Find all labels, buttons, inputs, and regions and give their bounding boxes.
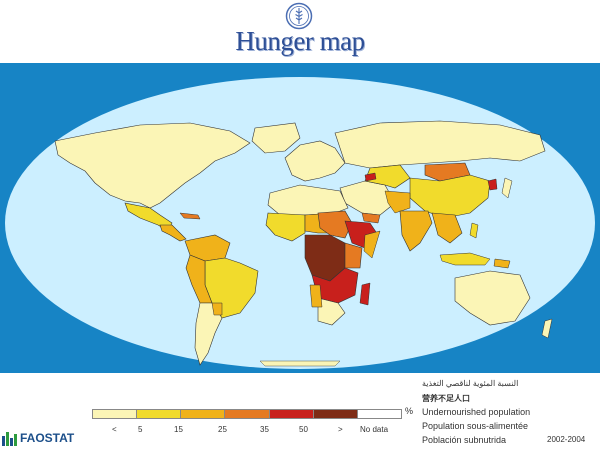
- region-southeast-asia: [431, 212, 463, 244]
- region-india: [399, 210, 433, 252]
- legend-swatch: [225, 410, 270, 418]
- region-indonesia: [439, 252, 491, 266]
- legend-tick: 5: [138, 425, 143, 434]
- region-yemen: [361, 212, 381, 224]
- region-central-asia: [364, 164, 411, 189]
- faostat-bars-icon: [2, 432, 17, 446]
- region-somalia: [363, 230, 381, 259]
- region-paraguay: [211, 302, 223, 316]
- legend-swatch: [137, 410, 182, 418]
- region-new-zealand: [541, 318, 553, 339]
- map-panel: [0, 63, 600, 373]
- region-caucasus: [364, 172, 377, 182]
- region-north-america: [54, 122, 251, 209]
- legend-tick: 35: [260, 425, 269, 434]
- region-south-africa: [317, 297, 346, 326]
- fao-emblem-icon: [285, 2, 313, 30]
- region-madagascar: [359, 282, 371, 306]
- legend-color-scale: [92, 409, 402, 419]
- region-caribbean: [179, 212, 201, 220]
- legend-title-english: Undernourished population: [422, 407, 531, 417]
- region-central-america: [159, 224, 187, 242]
- header: Hunger map: [0, 0, 600, 63]
- legend-title-french: Population sous-alimentée: [422, 421, 529, 431]
- region-north-korea: [487, 178, 498, 191]
- region-east-africa: [344, 242, 363, 269]
- legend-swatch: [181, 410, 226, 418]
- region-japan: [501, 177, 513, 199]
- legend-swatch: [93, 410, 138, 418]
- legend-title-spanish: Población subnutrida: [422, 435, 507, 445]
- legend-title-arabic: النسبة المئوية لناقصي التغذية: [422, 379, 519, 388]
- faostat-logo: FAOSTAT: [2, 428, 74, 448]
- legend-tick: <: [112, 425, 117, 434]
- page-title: Hunger map: [235, 26, 365, 56]
- legend-title-chinese: 营养不足人口: [422, 394, 470, 403]
- legend-unit: %: [405, 406, 414, 416]
- legend-tick: 25: [218, 425, 227, 434]
- legend-tick: 50: [299, 425, 308, 434]
- region-europe: [284, 140, 346, 182]
- legend-swatch: [269, 410, 314, 418]
- region-greenland: [251, 122, 301, 154]
- legend-swatch: [357, 410, 401, 418]
- legend-tick: >: [338, 425, 343, 434]
- region-png: [493, 258, 511, 269]
- legend-tick: 15: [174, 425, 183, 434]
- region-china: [409, 174, 491, 219]
- legend-panel: < 5 15 25 35 50 > No data % النسبة المئو…: [0, 373, 600, 450]
- region-chad-sudan: [317, 210, 353, 239]
- legend-period: 2002-2004: [547, 435, 586, 444]
- region-afghanistan-pakistan: [384, 190, 411, 214]
- region-australia: [454, 270, 531, 326]
- legend-tick: No data: [360, 425, 389, 434]
- region-philippines: [469, 222, 479, 239]
- faostat-wordmark: FAOSTAT: [20, 431, 75, 445]
- region-namibia-botswana: [309, 284, 323, 308]
- world-map: [0, 63, 600, 373]
- legend-swatch: [313, 410, 358, 418]
- region-antarctica-edge: [259, 360, 341, 367]
